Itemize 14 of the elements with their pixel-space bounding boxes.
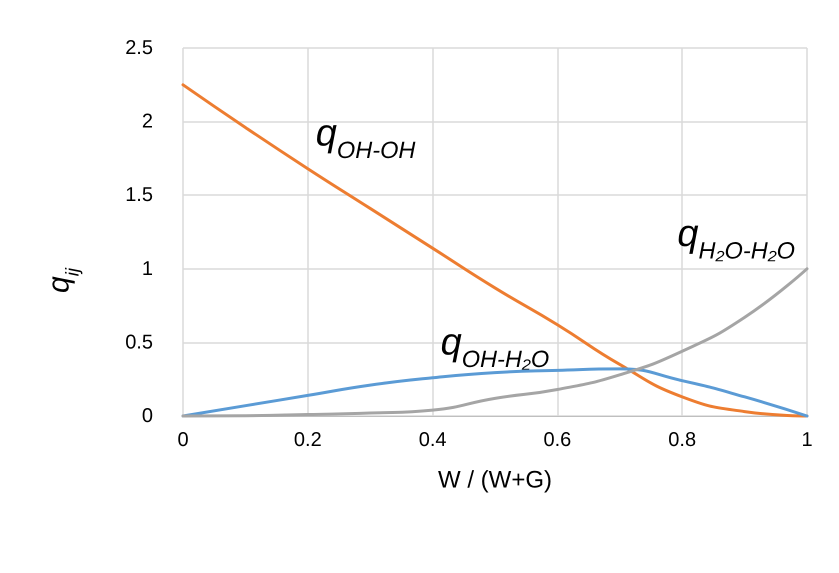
x-tick-label: 1 bbox=[801, 429, 813, 451]
y-tick-label: 1.5 bbox=[125, 184, 153, 206]
y-tick-label: 1 bbox=[142, 258, 153, 280]
x-tick-label: 0.6 bbox=[543, 429, 572, 451]
x-tick-label: 0.2 bbox=[294, 429, 322, 451]
x-tick-label: 0.4 bbox=[418, 429, 447, 451]
y-tick-label: 0.5 bbox=[125, 331, 153, 354]
y-tick-label: 2 bbox=[142, 110, 153, 133]
x-axis-title: W / (W+G) bbox=[438, 466, 552, 494]
y-tick-label: 0 bbox=[142, 405, 153, 427]
y-tick-label: 2.5 bbox=[125, 37, 153, 59]
y-axis-title: qij bbox=[42, 267, 82, 293]
x-tick-label: 0 bbox=[177, 429, 189, 451]
x-tick-label: 0.8 bbox=[668, 429, 696, 451]
